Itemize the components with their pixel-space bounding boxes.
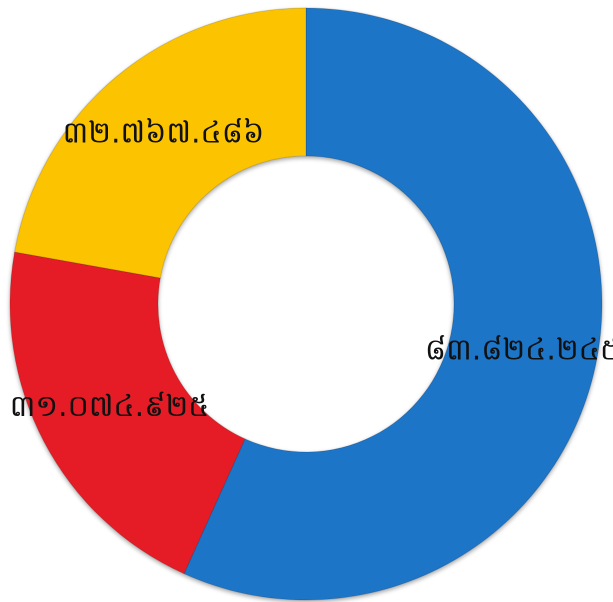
data-label: ៣១.០៧៤.៩២៥	[10, 389, 210, 424]
donut-slice	[14, 7, 307, 279]
data-label: ៨៣.៨២៤.២៤៥	[425, 332, 613, 367]
donut	[9, 7, 603, 601]
donut-slice	[9, 251, 246, 575]
donut-slice	[183, 7, 603, 601]
data-label: ៣២.៧៦៧.៤៨៦	[63, 115, 265, 150]
